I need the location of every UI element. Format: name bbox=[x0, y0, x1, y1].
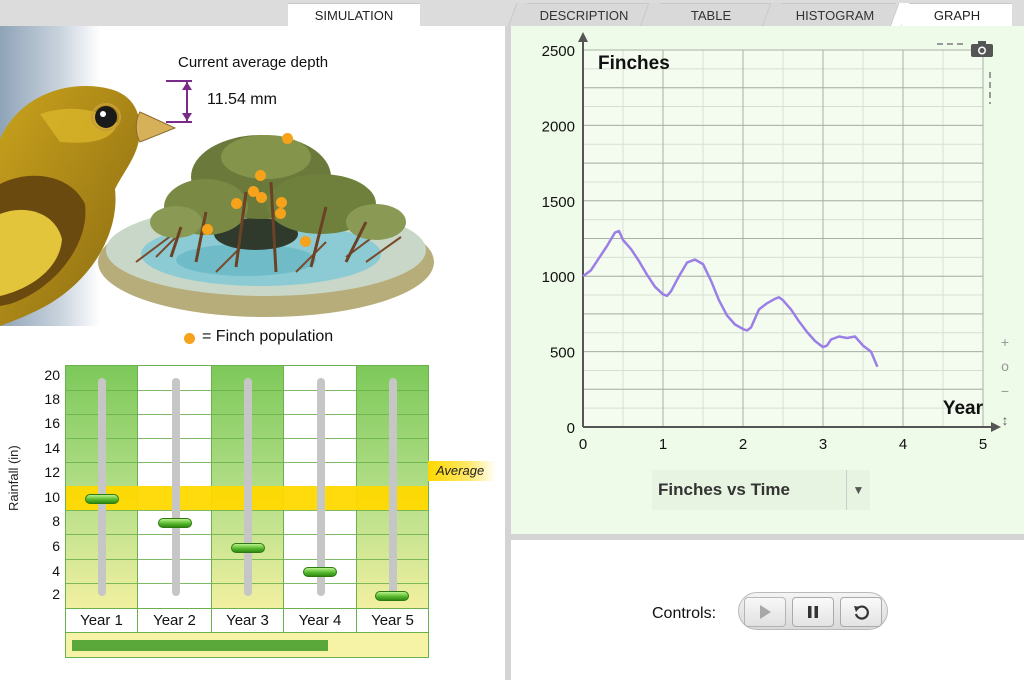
rainfall-slider-knob-year-3[interactable] bbox=[231, 543, 265, 553]
year-label: Year 4 bbox=[284, 609, 357, 633]
finch-dot bbox=[248, 186, 259, 197]
reset-icon bbox=[854, 605, 869, 620]
panel-divider bbox=[505, 26, 511, 680]
y-tick-label: 500 bbox=[550, 345, 575, 362]
average-label: Average bbox=[428, 461, 496, 481]
screenshot-frame-icon bbox=[937, 43, 991, 104]
rainfall-grid: Year 1 Year 2 Year 3 Year 4 Year 5 bbox=[65, 365, 429, 658]
x-tick-label: 2 bbox=[739, 436, 747, 453]
y-axis-title: Finches bbox=[598, 53, 670, 74]
graph-type-dropdown[interactable]: Finches vs Time ▼ bbox=[652, 470, 870, 510]
x-tick-label: 1 bbox=[659, 436, 667, 453]
time-progress-row bbox=[66, 632, 428, 657]
rainfall-slider-knob-year-4[interactable] bbox=[303, 567, 337, 577]
zoom-out-button[interactable]: − bbox=[1000, 383, 1010, 399]
time-progress-bar bbox=[72, 640, 328, 651]
finch-dot bbox=[276, 197, 287, 208]
rainfall-tick: 12 bbox=[44, 464, 60, 480]
chevron-down-icon[interactable]: ▼ bbox=[846, 470, 870, 510]
beak-depth-bracket bbox=[166, 80, 192, 123]
play-button[interactable] bbox=[744, 597, 786, 627]
camera-icon[interactable] bbox=[970, 40, 994, 58]
finch-dot bbox=[300, 236, 311, 247]
x-tick-label: 0 bbox=[579, 436, 587, 453]
finches-vs-time-chart: 0 500 1000 1500 2000 2500 0 1 2 3 4 5 Finches Year bbox=[542, 32, 1001, 453]
rainfall-slider-knob-year-2[interactable] bbox=[158, 518, 192, 528]
rainfall-tick: 10 bbox=[44, 489, 60, 505]
rainfall-tick: 20 bbox=[44, 367, 60, 383]
y-axis-arrow bbox=[578, 32, 588, 42]
graph-type-selected: Finches vs Time bbox=[658, 480, 790, 499]
graph-panel: 0 500 1000 1500 2000 2500 0 1 2 3 4 5 Finches Year bbox=[511, 26, 1024, 534]
finch-dot bbox=[231, 198, 242, 209]
finch-dot bbox=[282, 133, 293, 144]
year-label: Year 2 bbox=[138, 609, 212, 633]
y-tick-label: 2000 bbox=[542, 118, 575, 135]
panel-divider-horizontal bbox=[511, 534, 1024, 540]
rainfall-slider-knob-year-1[interactable] bbox=[85, 494, 119, 504]
finches-series-line bbox=[582, 229, 879, 368]
y-tick-label: 1000 bbox=[542, 269, 575, 286]
x-axis-arrow bbox=[991, 422, 1001, 432]
zoom-reset-button[interactable]: o bbox=[1001, 358, 1009, 374]
tab-description[interactable]: DESCRIPTION bbox=[520, 3, 648, 26]
pause-icon bbox=[808, 606, 818, 618]
zoom-in-button[interactable]: + bbox=[1000, 334, 1010, 350]
rainfall-tick: 8 bbox=[52, 513, 60, 529]
finch-illustration bbox=[0, 86, 177, 326]
x-tick-label: 4 bbox=[899, 436, 907, 453]
y-tick-label: 1500 bbox=[542, 194, 575, 211]
year-label: Year 5 bbox=[371, 612, 414, 629]
finch-dot bbox=[275, 208, 286, 219]
year-label: Year 3 bbox=[212, 609, 284, 633]
year-label: Year 1 bbox=[66, 609, 138, 633]
rainfall-tick: 6 bbox=[52, 538, 60, 554]
simulation-panel: Current average depth 11.54 mm bbox=[0, 26, 505, 680]
y-tick-label: 2500 bbox=[542, 43, 575, 60]
tab-histogram[interactable]: HISTOGRAM bbox=[774, 3, 896, 26]
finch-dot bbox=[255, 170, 266, 181]
controls-label: Controls: bbox=[652, 605, 717, 622]
island-illustration bbox=[98, 135, 434, 317]
x-axis-title: Year bbox=[943, 398, 984, 419]
zoom-fit-button[interactable]: ↕ bbox=[1001, 412, 1009, 428]
legend-dot bbox=[184, 333, 195, 344]
x-tick-label: 3 bbox=[819, 436, 827, 453]
rainfall-tick: 2 bbox=[52, 586, 60, 602]
rainfall-tick: 14 bbox=[44, 440, 60, 456]
finch-dot bbox=[202, 224, 213, 235]
finch-dot bbox=[256, 192, 267, 203]
rainfall-axis-label: Rainfall (in) bbox=[6, 445, 21, 511]
pause-button[interactable] bbox=[792, 597, 834, 627]
rainfall-slider-knob-year-5[interactable] bbox=[375, 591, 409, 601]
play-icon bbox=[760, 605, 771, 619]
rainfall-tick: 16 bbox=[44, 415, 60, 431]
rainfall-tick: 4 bbox=[52, 563, 60, 579]
reset-button[interactable] bbox=[840, 597, 882, 627]
rainfall-slider-track-year-4[interactable] bbox=[317, 378, 325, 596]
tab-bar: SIMULATION DESCRIPTION TABLE HISTOGRAM G… bbox=[0, 0, 1024, 26]
depth-title: Current average depth bbox=[178, 54, 329, 71]
playback-controls bbox=[738, 592, 888, 630]
year-label-row: Year 1 Year 2 Year 3 Year 4 Year 5 bbox=[66, 608, 428, 633]
legend-text: = Finch population bbox=[202, 328, 334, 345]
y-tick-label: 0 bbox=[567, 420, 575, 437]
rainfall-slider-track-year-5[interactable] bbox=[389, 378, 397, 596]
tab-table[interactable]: TABLE bbox=[652, 3, 770, 26]
depth-value: 11.54 mm bbox=[207, 91, 277, 108]
rainfall-tick: 18 bbox=[44, 391, 60, 407]
rainfall-slider-track-year-1[interactable] bbox=[98, 378, 106, 596]
x-tick-label: 5 bbox=[979, 436, 987, 453]
tab-simulation[interactable]: SIMULATION bbox=[288, 3, 420, 26]
tab-graph[interactable]: GRAPH bbox=[902, 3, 1012, 26]
rainfall-slider-track-year-3[interactable] bbox=[244, 378, 252, 596]
rainfall-slider-track-year-2[interactable] bbox=[172, 378, 180, 596]
